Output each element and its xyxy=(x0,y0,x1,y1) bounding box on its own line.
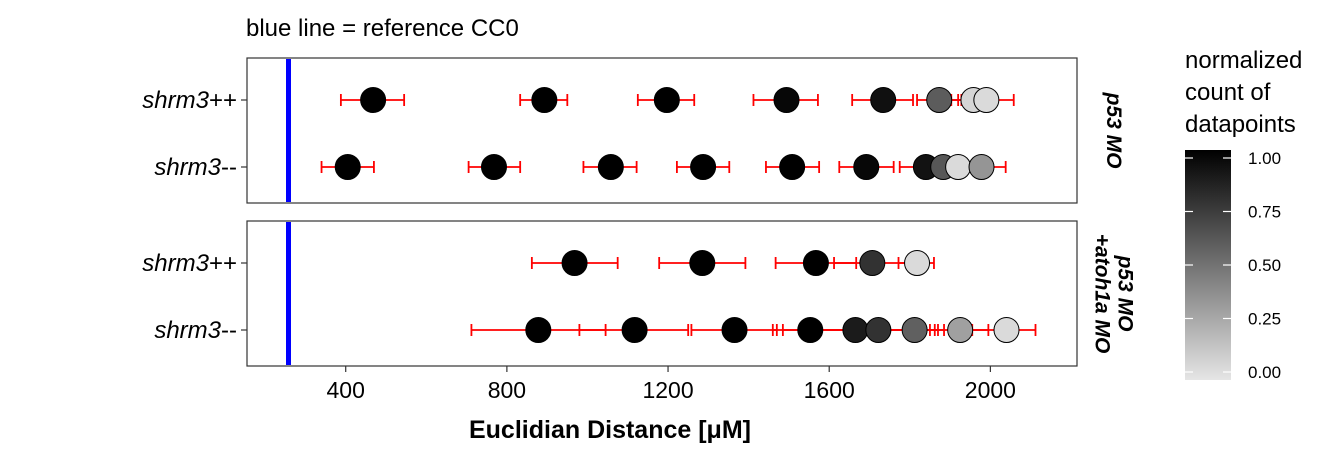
y-tick-label-genotype: ++ xyxy=(209,250,237,277)
y-tick-label-gene: shrm3 xyxy=(142,87,209,114)
data-point xyxy=(973,87,1000,113)
y-tick-label: shrm3-- xyxy=(154,154,237,181)
legend-tick-label: 0.50 xyxy=(1248,256,1281,275)
data-point xyxy=(853,154,880,180)
data-point xyxy=(859,250,886,276)
data-point xyxy=(802,250,829,276)
data-point xyxy=(901,317,928,343)
x-tick-label: 400 xyxy=(327,377,365,403)
data-point xyxy=(721,317,748,343)
data-point xyxy=(561,250,588,276)
chart-title: blue line = reference CC0 xyxy=(246,15,519,42)
y-tick-label-genotype: -- xyxy=(221,154,237,181)
data-point xyxy=(773,87,800,113)
y-tick-label-gene: shrm3 xyxy=(142,250,209,277)
legend-tick-label: 0.25 xyxy=(1248,310,1281,329)
y-tick-label-genotype: ++ xyxy=(209,87,237,114)
strip-label-line: +atoh1a MO xyxy=(1091,234,1114,354)
data-point xyxy=(947,317,974,343)
y-tick-label-gene: shrm3 xyxy=(154,154,221,181)
data-point xyxy=(945,154,972,180)
legend-tick-label: 0.75 xyxy=(1248,203,1281,222)
panel-frame xyxy=(246,220,1078,367)
data-point xyxy=(621,317,648,343)
strip-label-line: p53 MO xyxy=(1102,92,1125,169)
data-point xyxy=(870,87,897,113)
data-point xyxy=(480,154,507,180)
legend-title-line-1: normalized xyxy=(1185,47,1302,74)
data-point xyxy=(904,250,931,276)
data-point xyxy=(926,87,953,113)
data-point xyxy=(525,317,552,343)
y-tick-label: shrm3++ xyxy=(142,250,237,277)
data-point xyxy=(689,250,716,276)
strip-label-line: p53 MO xyxy=(1114,255,1137,332)
legend: normalized count of datapoints 1.00 0.75 0… xyxy=(1185,47,1302,382)
data-point xyxy=(360,87,387,113)
strip-label: p53 MO xyxy=(1102,92,1125,169)
strip-label: p53 MO+atoh1a MO xyxy=(1091,234,1137,354)
data-point xyxy=(842,317,869,343)
legend-title-line-3: datapoints xyxy=(1185,111,1296,138)
legend-title-line-2: count of xyxy=(1185,79,1271,106)
legend-tick-label: 1.00 xyxy=(1248,149,1281,168)
x-tick-label: 800 xyxy=(488,377,526,403)
x-axis-label: Euclidian Distance [μM] xyxy=(469,416,751,444)
data-point xyxy=(865,317,892,343)
data-point xyxy=(797,317,824,343)
x-tick-label: 1200 xyxy=(642,377,693,403)
legend-ticks: 1.00 0.75 0.50 0.25 0.00 xyxy=(1185,149,1281,382)
data-point xyxy=(779,154,806,180)
y-tick-label: shrm3-- xyxy=(154,317,237,344)
data-point xyxy=(968,154,995,180)
data-point xyxy=(993,317,1020,343)
y-tick-label: shrm3++ xyxy=(142,87,237,114)
data-point xyxy=(531,87,558,113)
panel-frame xyxy=(246,57,1078,204)
x-tick-label: 1600 xyxy=(804,377,855,403)
legend-tick-label: 0.00 xyxy=(1248,363,1281,382)
x-tick-label: 2000 xyxy=(965,377,1016,403)
data-point xyxy=(690,154,717,180)
y-tick-label-gene: shrm3 xyxy=(154,317,221,344)
y-tick-label-genotype: -- xyxy=(221,317,237,344)
x-axis: 400 800 1200 1600 2000 xyxy=(327,366,1016,403)
data-point xyxy=(653,87,680,113)
data-point xyxy=(597,154,624,180)
data-point xyxy=(334,154,361,180)
